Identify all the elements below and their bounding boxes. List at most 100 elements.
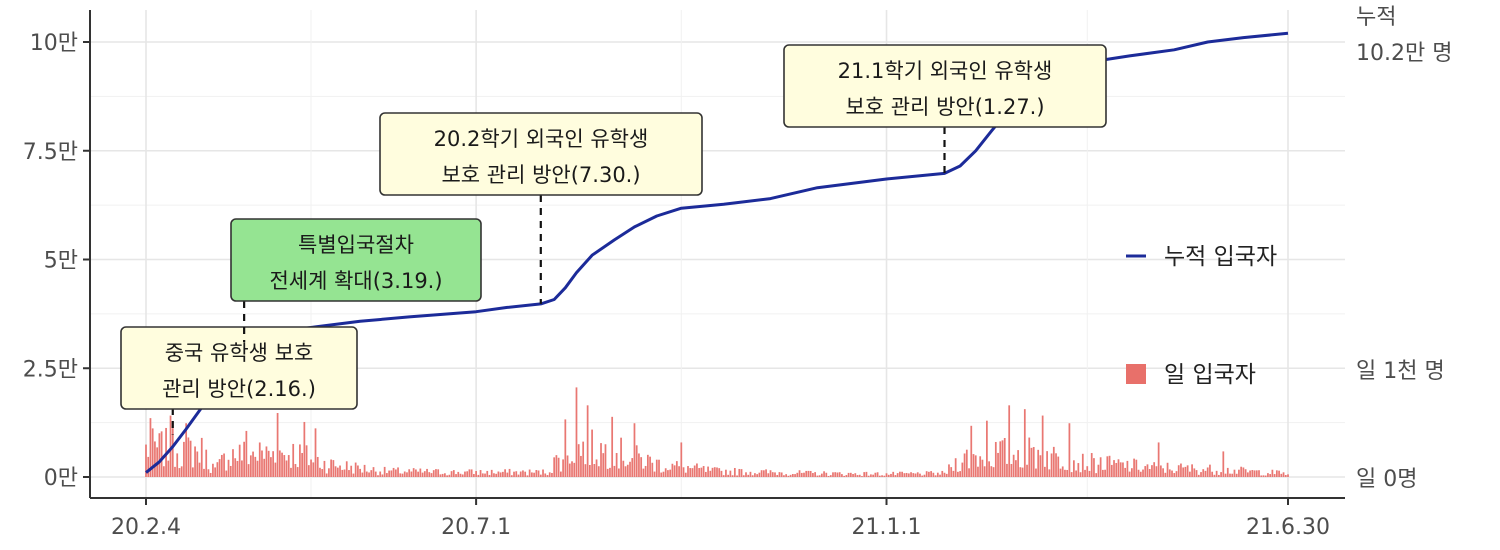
daily-bar	[785, 474, 788, 477]
daily-bar	[522, 470, 524, 477]
daily-bar	[310, 459, 312, 477]
daily-bar	[450, 471, 453, 477]
daily-bar	[1180, 463, 1182, 477]
annotation-text: 관리 방안(2.16.)	[162, 377, 316, 401]
daily-bar	[738, 468, 741, 477]
daily-bar	[1110, 464, 1113, 477]
daily-bar	[234, 458, 237, 477]
right-label-daily-top: 일 1천 명	[1356, 359, 1445, 384]
daily-bar	[1177, 465, 1180, 477]
daily-bar	[283, 455, 286, 477]
daily-bar	[707, 466, 709, 477]
daily-bar	[1173, 473, 1176, 477]
daily-bar	[629, 461, 631, 477]
daily-bar	[1113, 460, 1115, 477]
daily-bar	[566, 455, 569, 477]
daily-bar	[709, 470, 712, 477]
daily-bar	[477, 474, 480, 477]
daily-bar	[899, 471, 901, 477]
daily-bar	[704, 471, 707, 477]
daily-bar	[176, 453, 179, 477]
daily-bar	[1075, 470, 1077, 477]
daily-bar	[546, 475, 549, 477]
daily-bar	[890, 473, 892, 477]
daily-bar	[301, 453, 304, 477]
daily-bar	[1275, 470, 1278, 477]
daily-bar	[986, 420, 988, 477]
daily-bar	[479, 470, 482, 477]
daily-bar	[809, 470, 812, 477]
daily-bar	[970, 425, 973, 477]
daily-bar	[1222, 451, 1225, 477]
daily-bar	[437, 469, 440, 477]
daily-bar	[194, 446, 196, 477]
daily-bar	[881, 475, 883, 477]
daily-bar	[856, 475, 859, 477]
daily-bar	[307, 465, 310, 477]
daily-bar	[390, 470, 393, 477]
daily-bar	[377, 475, 379, 477]
daily-bar	[609, 467, 611, 477]
daily-bar	[419, 468, 422, 477]
daily-bar	[867, 475, 870, 477]
daily-bar	[907, 473, 910, 477]
daily-bar	[466, 471, 469, 477]
daily-bar	[673, 465, 676, 477]
daily-bar	[872, 474, 875, 477]
daily-bar	[713, 467, 716, 477]
daily-bar	[774, 472, 776, 477]
daily-bar	[1188, 471, 1191, 477]
daily-bar	[841, 474, 843, 477]
daily-bar	[696, 463, 698, 477]
daily-bar	[787, 475, 790, 477]
x-tick-label: 20.2.4	[111, 515, 181, 540]
daily-bar	[154, 441, 156, 477]
daily-bar	[1061, 466, 1064, 477]
daily-bar	[662, 471, 665, 477]
daily-bar	[1278, 470, 1280, 477]
daily-bar	[1262, 475, 1265, 477]
daily-bar	[974, 455, 977, 477]
daily-bar	[495, 473, 498, 477]
daily-bar	[832, 472, 834, 477]
daily-bar	[771, 472, 774, 477]
daily-bar	[1039, 455, 1042, 477]
daily-bar	[711, 467, 714, 477]
daily-bar	[646, 454, 649, 477]
legend-label-daily: 일 입국자	[1164, 362, 1256, 388]
daily-bar	[845, 475, 848, 477]
daily-bar	[1035, 468, 1037, 477]
daily-bar	[1048, 469, 1051, 477]
daily-bar	[912, 473, 915, 477]
daily-bar	[1010, 463, 1013, 477]
daily-bar	[977, 466, 979, 477]
legend-label-cumulative: 누적 입국자	[1164, 244, 1277, 270]
daily-bar	[526, 475, 529, 477]
daily-bar	[894, 475, 897, 477]
daily-bar	[158, 433, 161, 477]
daily-bar	[1095, 473, 1098, 477]
daily-bar	[247, 464, 250, 477]
daily-bar	[1001, 440, 1004, 477]
daily-bar	[316, 456, 319, 477]
daily-bar	[823, 471, 825, 477]
annotation-box	[783, 44, 1107, 128]
daily-bar	[568, 463, 571, 477]
daily-bar	[265, 446, 268, 477]
daily-bar	[1191, 464, 1193, 477]
daily-bar	[693, 465, 696, 477]
daily-bar	[160, 431, 163, 477]
daily-bar	[394, 469, 397, 477]
daily-bar	[330, 459, 332, 477]
legend: 누적 입국자 일 입국자	[1126, 244, 1277, 388]
daily-bar	[1197, 474, 1200, 477]
daily-bar	[319, 467, 321, 477]
daily-bar	[778, 472, 781, 477]
daily-bar	[682, 467, 685, 477]
daily-bar	[983, 466, 986, 477]
daily-bar	[943, 472, 946, 477]
daily-bar	[548, 472, 551, 477]
daily-bar	[504, 469, 506, 477]
daily-bar	[348, 470, 350, 477]
